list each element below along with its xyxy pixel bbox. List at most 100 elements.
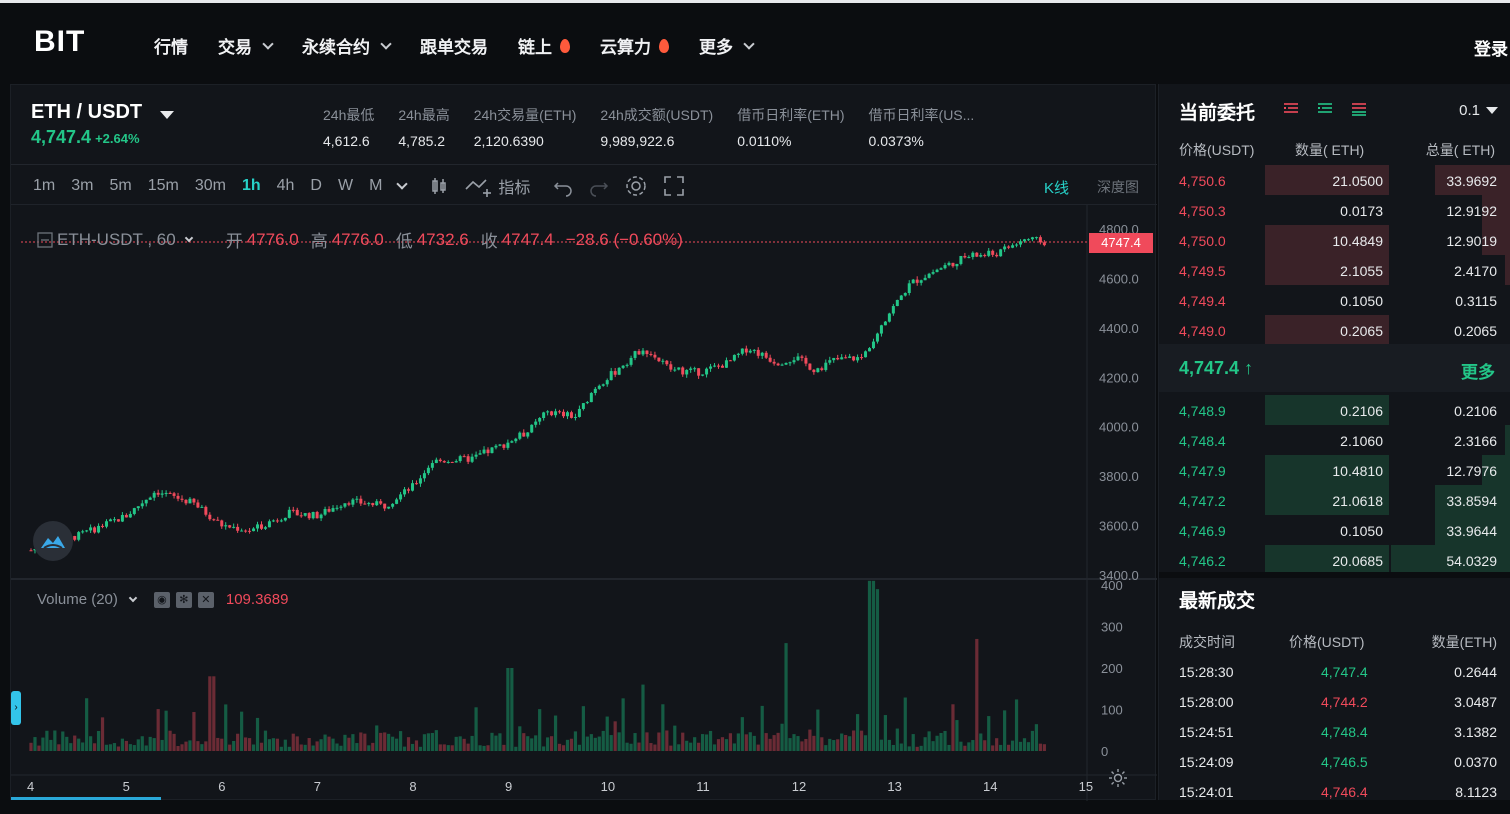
pair-selector[interactable]: ETH / USDT: [31, 101, 175, 124]
symbol-dropdown-icon[interactable]: [184, 233, 193, 242]
kline-view-tab[interactable]: K线: [1043, 180, 1069, 197]
depth-view-tab[interactable]: 深度图: [1097, 179, 1139, 195]
more-button[interactable]: 更多: [1461, 363, 1495, 382]
timeframe-D[interactable]: D: [310, 176, 322, 194]
candle-body: [899, 295, 903, 300]
timeframe-30m[interactable]: 30m: [194, 176, 226, 194]
ask-row[interactable]: 4,750.3 0.0173 12.9192: [1159, 195, 1510, 225]
timeframe-M[interactable]: M: [369, 176, 383, 194]
candle-body: [617, 367, 621, 375]
time-tick-label: 7: [314, 779, 321, 794]
undo-icon[interactable]: [552, 175, 574, 197]
volume-bar: [144, 745, 148, 751]
nav-item-4[interactable]: 链上: [518, 33, 570, 58]
volume-bar: [653, 744, 657, 751]
login-button[interactable]: 登录: [1474, 40, 1508, 59]
chart-logo-bubble[interactable]: [33, 521, 73, 561]
side-panel-toggle[interactable]: ›: [11, 691, 21, 725]
candle-body: [864, 351, 868, 358]
asks-only-icon[interactable]: [1283, 102, 1299, 116]
indicators-button[interactable]: 指标: [498, 179, 531, 197]
bid-row[interactable]: 4,746.9 0.1050 33.9644: [1159, 515, 1510, 545]
total-depth-bar: [1505, 425, 1510, 455]
timeframe-5m[interactable]: 5m: [109, 176, 132, 194]
timeframe-1h[interactable]: 1h: [241, 176, 261, 194]
candle-body: [172, 493, 176, 496]
candle-body: [315, 511, 319, 519]
candle-body: [772, 361, 776, 364]
eye-icon[interactable]: ◉: [153, 591, 170, 608]
redo-icon[interactable]: [588, 175, 610, 197]
ask-row[interactable]: 4,749.0 0.2065 0.2065: [1159, 315, 1510, 345]
timeframe-3m[interactable]: 3m: [71, 176, 94, 194]
nav-item-1[interactable]: 交易: [218, 33, 274, 58]
volume-bar: [482, 745, 486, 751]
candle-body: [538, 417, 542, 422]
candle-body: [1011, 245, 1015, 248]
timeframe-15m[interactable]: 15m: [147, 176, 179, 194]
bit-logo[interactable]: BIT: [34, 25, 86, 58]
volume-value: 109.3689: [225, 591, 289, 608]
volume-bar: [1018, 741, 1023, 751]
volume-bar: [859, 730, 864, 751]
candle-body: [383, 503, 387, 509]
nav-item-5[interactable]: 云算力: [600, 33, 669, 58]
timeframe-4h[interactable]: 4h: [276, 176, 295, 194]
volume-bar: [434, 730, 438, 751]
indicators-icon[interactable]: [464, 175, 494, 197]
candle-body: [327, 509, 331, 512]
both-sides-icon[interactable]: [1351, 102, 1367, 116]
candlestick-chart[interactable]: 4800.04600.04400.04200.04000.03800.03600…: [11, 85, 1157, 801]
candle-body: [256, 524, 260, 529]
bid-row[interactable]: 4,748.9 0.2106 0.2106: [1159, 395, 1510, 425]
candle-body: [641, 350, 645, 355]
volume-label[interactable]: Volume (20): [37, 591, 118, 608]
axis-settings-icon[interactable]: [1107, 767, 1129, 789]
nav-item-3[interactable]: 跟单交易: [420, 33, 488, 58]
timeframe-W[interactable]: W: [337, 176, 354, 194]
volume-bar: [228, 744, 232, 751]
close-icon[interactable]: ✕: [197, 591, 214, 608]
candle-body: [363, 503, 367, 505]
bid-row[interactable]: 4,748.4 2.1060 2.3166: [1159, 425, 1510, 455]
chart-scrollbar[interactable]: [11, 797, 161, 800]
timeframe-1m[interactable]: 1m: [33, 176, 56, 194]
order-price: 4,750.0: [1179, 233, 1226, 249]
volume-bar: [335, 743, 339, 751]
nav-item-2[interactable]: 永续合约: [302, 33, 392, 58]
volume-bar: [494, 735, 498, 751]
legend-symbol[interactable]: ETH-USDT , 60: [57, 229, 176, 249]
nav-item-0[interactable]: 行情: [154, 33, 188, 58]
order-price: 4,748.4: [1179, 433, 1226, 449]
ask-row[interactable]: 4,749.5 2.1055 2.4170: [1159, 255, 1510, 285]
precision-select[interactable]: 0.1: [1459, 102, 1498, 119]
settings-gear-icon[interactable]: [624, 174, 648, 198]
candle-body: [1034, 237, 1038, 239]
candle-body: [689, 368, 693, 370]
qty-depth-bar: [1265, 255, 1389, 285]
candle-body: [124, 514, 128, 518]
qty-depth-bar: [1265, 225, 1389, 255]
candle-body: [514, 438, 518, 442]
gear-icon[interactable]: ✻: [175, 591, 192, 608]
volume-dropdown-icon[interactable]: [128, 593, 138, 602]
volume-bar: [573, 731, 578, 751]
bid-row[interactable]: 4,747.9 10.4810 12.7976: [1159, 455, 1510, 485]
bid-row[interactable]: 4,746.2 20.0685 54.0329: [1159, 545, 1510, 575]
top-navbar: BIT 行情 交易 永续合约 跟单交易 链上 云算力 更多 登录: [0, 0, 1510, 84]
time-tick-label: 9: [505, 779, 512, 794]
fullscreen-icon[interactable]: [662, 174, 686, 198]
ask-row[interactable]: 4,750.6 21.0500 33.9692: [1159, 165, 1510, 195]
candle-body: [633, 351, 637, 358]
candle-type-icon[interactable]: [428, 175, 450, 197]
bid-row[interactable]: 4,747.2 21.0618 33.8594: [1159, 485, 1510, 515]
volume-bar: [983, 740, 987, 751]
ticker-stat: 24h最高 4,785.2: [398, 105, 449, 149]
collapse-legend-icon[interactable]: [37, 231, 53, 248]
candle-body: [983, 255, 987, 257]
ask-row[interactable]: 4,750.0 10.4849 12.9019: [1159, 225, 1510, 255]
bids-only-icon[interactable]: [1317, 102, 1333, 116]
ask-row[interactable]: 4,749.4 0.1050 0.3115: [1159, 285, 1510, 315]
volume-bar: [243, 737, 248, 751]
nav-item-6[interactable]: 更多: [699, 33, 755, 58]
